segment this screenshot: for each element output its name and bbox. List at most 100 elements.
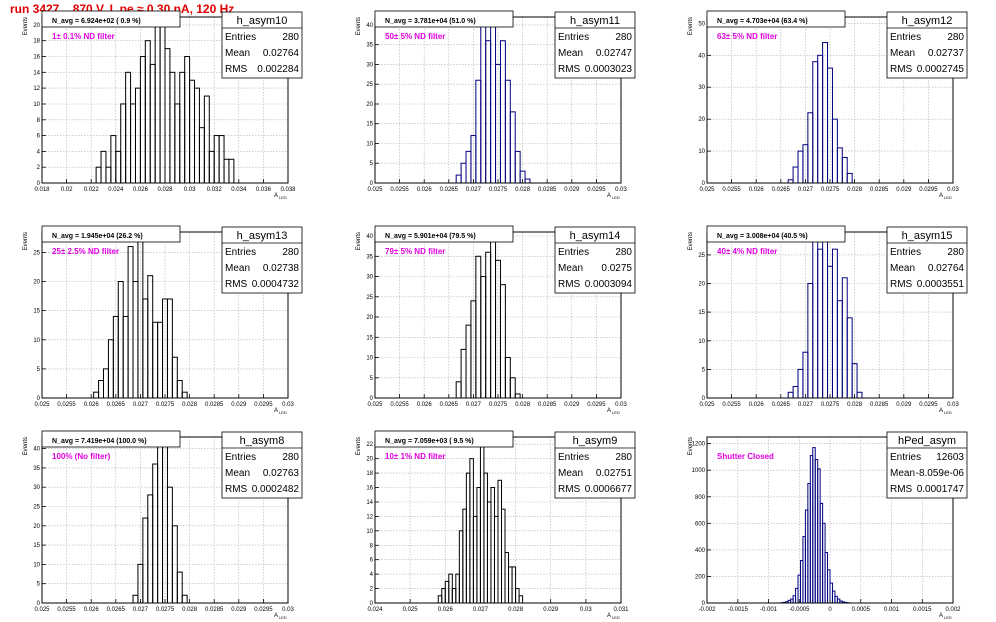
- y-tick-label: 35: [366, 43, 373, 49]
- x-tick-label: 0.034: [231, 187, 247, 193]
- x-tick-label: 0.0275: [821, 187, 840, 193]
- y-tick-label: 10: [366, 142, 373, 148]
- histogram-bin: [130, 103, 136, 184]
- y-tick-label: 20: [366, 102, 373, 108]
- x-tick-label: 0.03: [947, 402, 959, 408]
- histogram-name: hPed_asym: [898, 435, 956, 447]
- x-tick-label: -0.0015: [728, 607, 749, 613]
- histogram-bin: [98, 380, 105, 399]
- y-tick-label: 15: [366, 122, 373, 128]
- histogram-bin: [110, 135, 117, 184]
- x-tick-label: 0.0005: [852, 607, 871, 613]
- y-tick-label: 15: [698, 310, 705, 316]
- histogram-bin: [460, 162, 467, 184]
- y-tick-label: 6: [370, 558, 374, 564]
- y-tick-label: 15: [33, 309, 40, 315]
- y-tick-label: 12: [33, 86, 40, 92]
- histogram-bin: [171, 356, 178, 399]
- histogram-bin: [223, 158, 230, 184]
- stats-value: 0.0002482: [252, 484, 300, 495]
- x-axis-title-subscript: LED: [612, 195, 620, 200]
- y-tick-label: 30: [698, 85, 705, 91]
- histogram-panel: 0.025 0.0255 0.026 0.0265 0.027 0.0275 0.028 0.…: [356, 225, 636, 415]
- stats-value: 0.0003094: [585, 279, 633, 290]
- histogram-bin: [147, 494, 154, 604]
- x-tick-label: 0.028: [182, 607, 198, 613]
- x-axis-title: A: [939, 408, 943, 414]
- x-tick-label: -0.002: [698, 607, 716, 613]
- stats-key: Entries: [890, 32, 921, 43]
- x-tick-label: 0.0295: [587, 187, 606, 193]
- x-tick-label: 0.026: [133, 187, 149, 193]
- filter-note: 100% (No filter): [52, 452, 111, 461]
- histogram-bin: [203, 95, 210, 184]
- y-axis-title: Events: [356, 17, 362, 35]
- histogram-bin: [511, 566, 517, 604]
- histogram-bin: [514, 393, 521, 399]
- navg-box: [374, 430, 514, 448]
- stats-value: 280: [615, 452, 632, 463]
- x-tick-label: 0.0285: [870, 402, 889, 408]
- stats-key: RMS: [558, 484, 581, 495]
- histogram-bin: [497, 479, 503, 604]
- histogram-bin: [120, 103, 127, 184]
- y-tick-label: 22: [366, 442, 373, 448]
- histogram-bin: [144, 40, 151, 184]
- histogram-bin: [822, 237, 829, 399]
- histogram-bars: [787, 231, 863, 399]
- stats-value: 0.02763: [263, 468, 300, 479]
- histogram-bin: [807, 112, 814, 184]
- histogram-bin: [95, 166, 102, 184]
- histogram-bin: [508, 566, 513, 604]
- y-tick-label: 10: [33, 338, 40, 344]
- x-axis-title: A: [274, 613, 278, 619]
- x-tick-label: 0.028: [508, 607, 524, 613]
- x-tick-label: 0.026: [417, 187, 433, 193]
- x-tick-label: 0.03: [615, 402, 627, 408]
- y-tick-label: 1000: [692, 468, 706, 474]
- histogram-bin: [485, 40, 492, 184]
- x-tick-label: 0.029: [231, 607, 247, 613]
- x-axis-title: A: [607, 193, 611, 199]
- stats-key: Entries: [225, 32, 256, 43]
- y-tick-label: 0: [702, 396, 706, 402]
- x-tick-label: 0.03: [282, 402, 294, 408]
- stats-value: 0.0003023: [585, 64, 633, 75]
- histogram-bin: [499, 40, 506, 184]
- x-tick-label: 0.0295: [919, 187, 938, 193]
- histogram-name: h_asym13: [237, 230, 288, 242]
- histogram-bin: [181, 391, 188, 399]
- y-tick-label: 0: [370, 181, 374, 187]
- y-tick-label: 400: [695, 548, 706, 554]
- x-tick-label: -0.0005: [789, 607, 810, 613]
- x-tick-label: 0.027: [798, 402, 814, 408]
- y-tick-label: 0: [702, 601, 706, 607]
- stats-key: RMS: [890, 279, 913, 290]
- y-tick-label: 0: [37, 181, 41, 187]
- x-tick-label: 0.0275: [489, 187, 508, 193]
- y-tick-label: 10: [366, 356, 373, 362]
- y-tick-label: 10: [698, 149, 705, 155]
- y-tick-label: 0: [702, 181, 706, 187]
- y-tick-label: 25: [366, 295, 373, 301]
- histogram-bin: [228, 158, 235, 184]
- x-axis-title-subscript: LED: [612, 410, 620, 415]
- x-tick-label: 0.029: [564, 187, 580, 193]
- y-axis-title: Events: [23, 232, 29, 250]
- navg-label: N_avg = 7.059e+03 ( 9.5 %): [385, 438, 474, 445]
- y-axis-title: Events: [688, 437, 694, 455]
- x-tick-label: 0.026: [84, 607, 100, 613]
- y-tick-label: 40: [698, 53, 705, 59]
- histogram-name: h_asym12: [902, 15, 953, 27]
- histogram-bin: [181, 594, 188, 604]
- histogram-bin: [154, 16, 161, 184]
- stats-key: Mean: [890, 48, 915, 59]
- histogram-bin: [444, 580, 450, 604]
- stats-value: 0.002284: [257, 64, 299, 75]
- histogram-bin: [524, 178, 531, 184]
- histogram-bin: [169, 71, 176, 184]
- x-tick-label: 0.025: [403, 607, 419, 613]
- histogram-bin: [836, 300, 843, 399]
- y-tick-label: 35: [366, 254, 373, 260]
- stats-box: [554, 11, 636, 79]
